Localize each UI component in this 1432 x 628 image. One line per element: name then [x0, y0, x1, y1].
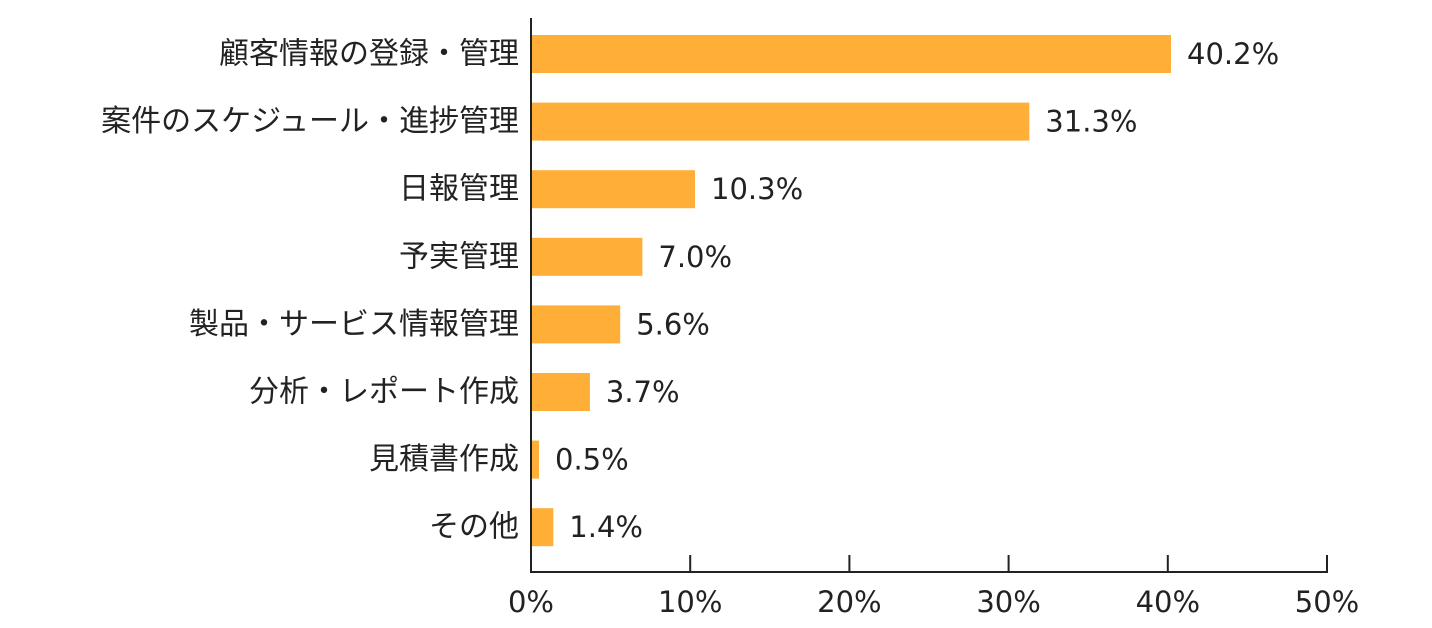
value-label-3: 7.0% — [658, 240, 732, 274]
x-tick-label-4: 40% — [1136, 585, 1200, 619]
x-tick-label-5: 50% — [1295, 585, 1359, 619]
bar-3 — [531, 237, 643, 276]
bar-0 — [531, 35, 1171, 73]
value-label-1: 31.3% — [1045, 105, 1137, 139]
bar-5 — [531, 373, 590, 411]
category-label-2: 日報管理 — [399, 172, 519, 207]
value-label-5: 3.7% — [606, 375, 680, 409]
category-label-3: 予実管理 — [399, 239, 519, 274]
category-label-7: その他 — [429, 510, 519, 545]
category-label-1: 案件のスケジュール・進捗管理 — [101, 104, 519, 139]
bars-group — [531, 35, 1171, 547]
category-label-6: 見積書作成 — [369, 442, 519, 477]
category-label-0: 顧客情報の登録・管理 — [219, 37, 519, 72]
axes-group — [530, 18, 1328, 573]
bar-2 — [531, 170, 695, 209]
x-tick-label-0: 0% — [508, 585, 554, 619]
value-label-4: 5.6% — [636, 307, 710, 341]
value-label-7: 1.4% — [569, 510, 643, 544]
bar-1 — [531, 102, 1030, 141]
category-label-5: 分析・レポート作成 — [249, 375, 519, 410]
value-label-6: 0.5% — [555, 443, 629, 477]
x-tick-label-3: 30% — [976, 585, 1040, 619]
x-tick-label-2: 20% — [817, 585, 881, 619]
labels-group: 顧客情報の登録・管理 40.2% 案件のスケジュール・進捗管理 31.3% 日報管理 10… — [101, 37, 1359, 620]
bar-6 — [531, 440, 539, 479]
x-tick-label-1: 10% — [658, 585, 722, 619]
category-label-4: 製品・サービス情報管理 — [189, 307, 519, 342]
value-label-2: 10.3% — [711, 172, 803, 206]
bar-4 — [531, 305, 621, 344]
value-label-0: 40.2% — [1187, 37, 1279, 71]
bar-7 — [531, 508, 554, 547]
